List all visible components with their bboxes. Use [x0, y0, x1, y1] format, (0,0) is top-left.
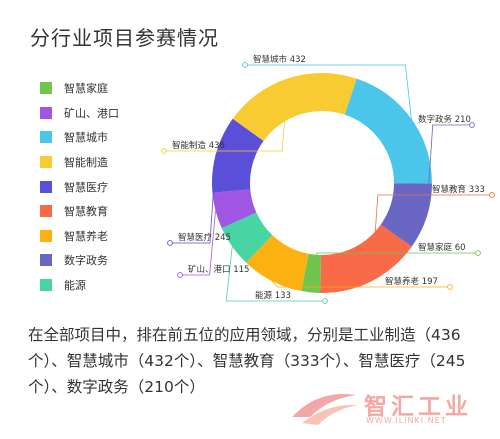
legend-label: 能源 — [64, 279, 86, 293]
legend-item: 智慧养老 — [40, 224, 119, 249]
leader-line — [426, 124, 472, 217]
data-label: 智慧家庭 60 — [418, 242, 466, 253]
chart-title: 分行业项目参赛情况 — [30, 26, 219, 50]
legend-swatch — [40, 131, 52, 144]
data-label: 能源 133 — [255, 290, 291, 301]
donut-slice — [246, 235, 309, 292]
legend-swatch — [40, 205, 52, 218]
legend-label: 智慧养老 — [64, 229, 108, 243]
leader-line — [271, 280, 450, 288]
donut-slice — [301, 253, 321, 293]
data-label: 智慧养老 197 — [385, 276, 438, 287]
legend-swatch — [40, 279, 52, 292]
legend-item: 能源 — [40, 273, 119, 298]
leader-dot — [322, 298, 328, 304]
legend-item: 数字政务 — [40, 248, 119, 273]
chart-legend: 智慧家庭矿山、港口智慧城市智能制造智慧医疗智慧教育智慧养老数字政务能源 — [40, 76, 119, 297]
legend-label: 矿山、港口 — [64, 106, 119, 120]
legend-item: 智慧家庭 — [40, 76, 119, 101]
legend-swatch — [40, 106, 52, 119]
legend-swatch — [40, 180, 52, 193]
leader-dot — [177, 272, 183, 278]
data-label: 智慧城市 432 — [253, 54, 306, 65]
data-label: 矿山、港口 115 — [188, 264, 249, 275]
legend-label: 智慧城市 — [64, 131, 108, 145]
legend-swatch — [40, 156, 52, 169]
leader-dot — [167, 240, 173, 246]
leader-line — [164, 78, 289, 152]
data-label: 智能制造 436 — [172, 140, 225, 151]
legend-label: 智慧家庭 — [64, 82, 108, 96]
watermark-title: 智汇工业 — [364, 394, 472, 420]
donut-slice — [380, 183, 432, 247]
legend-swatch — [40, 254, 52, 267]
leader-line — [225, 246, 325, 302]
donut-slice — [221, 212, 273, 263]
legend-label: 智慧医疗 — [64, 180, 108, 194]
legend-item: 矿山、港口 — [40, 101, 119, 126]
legend-swatch — [40, 229, 52, 242]
legend-item: 智慧教育 — [40, 199, 119, 224]
leader-dot — [489, 192, 495, 198]
leader-line — [180, 210, 216, 276]
watermark-url: WWW.ILINKI.NET — [366, 416, 447, 425]
leader-dot — [447, 284, 453, 290]
legend-swatch — [40, 82, 52, 95]
watermark-logo-icon — [292, 393, 358, 425]
donut-slice — [320, 224, 412, 293]
data-label: 数字政务 210 — [418, 114, 471, 125]
leader-dot — [242, 62, 248, 68]
legend-label: 数字政务 — [64, 254, 108, 268]
leader-line — [371, 194, 492, 282]
leader-line — [245, 64, 412, 119]
data-label: 智慧医疗 245 — [178, 232, 231, 243]
leader-dot — [475, 250, 481, 256]
legend-item: 智能制造 — [40, 150, 119, 175]
legend-item: 智慧医疗 — [40, 174, 119, 199]
donut-slice — [212, 189, 257, 229]
donut-slice — [344, 78, 432, 184]
donut-slice — [232, 73, 357, 141]
legend-item: 智慧城市 — [40, 125, 119, 150]
summary-text: 在全部项目中，排在前五位的应用领域，分别是工业制造（436个）、智慧城市（432… — [28, 326, 466, 396]
legend-label: 智能制造 — [64, 156, 108, 170]
donut-chart: 智慧城市 432 数字政务 210 智慧教育 333 智慧家庭 60 智慧养老 197 能… — [161, 54, 495, 304]
leader-dot — [161, 148, 167, 154]
leader-line — [170, 153, 217, 244]
legend-label: 智慧教育 — [64, 205, 108, 219]
data-label: 智慧教育 333 — [432, 184, 485, 195]
donut-slice — [211, 118, 264, 193]
leader-dot — [469, 122, 475, 128]
watermark: 智汇工业 WWW.ILINKI.NET — [280, 383, 490, 433]
leader-line — [310, 252, 478, 293]
